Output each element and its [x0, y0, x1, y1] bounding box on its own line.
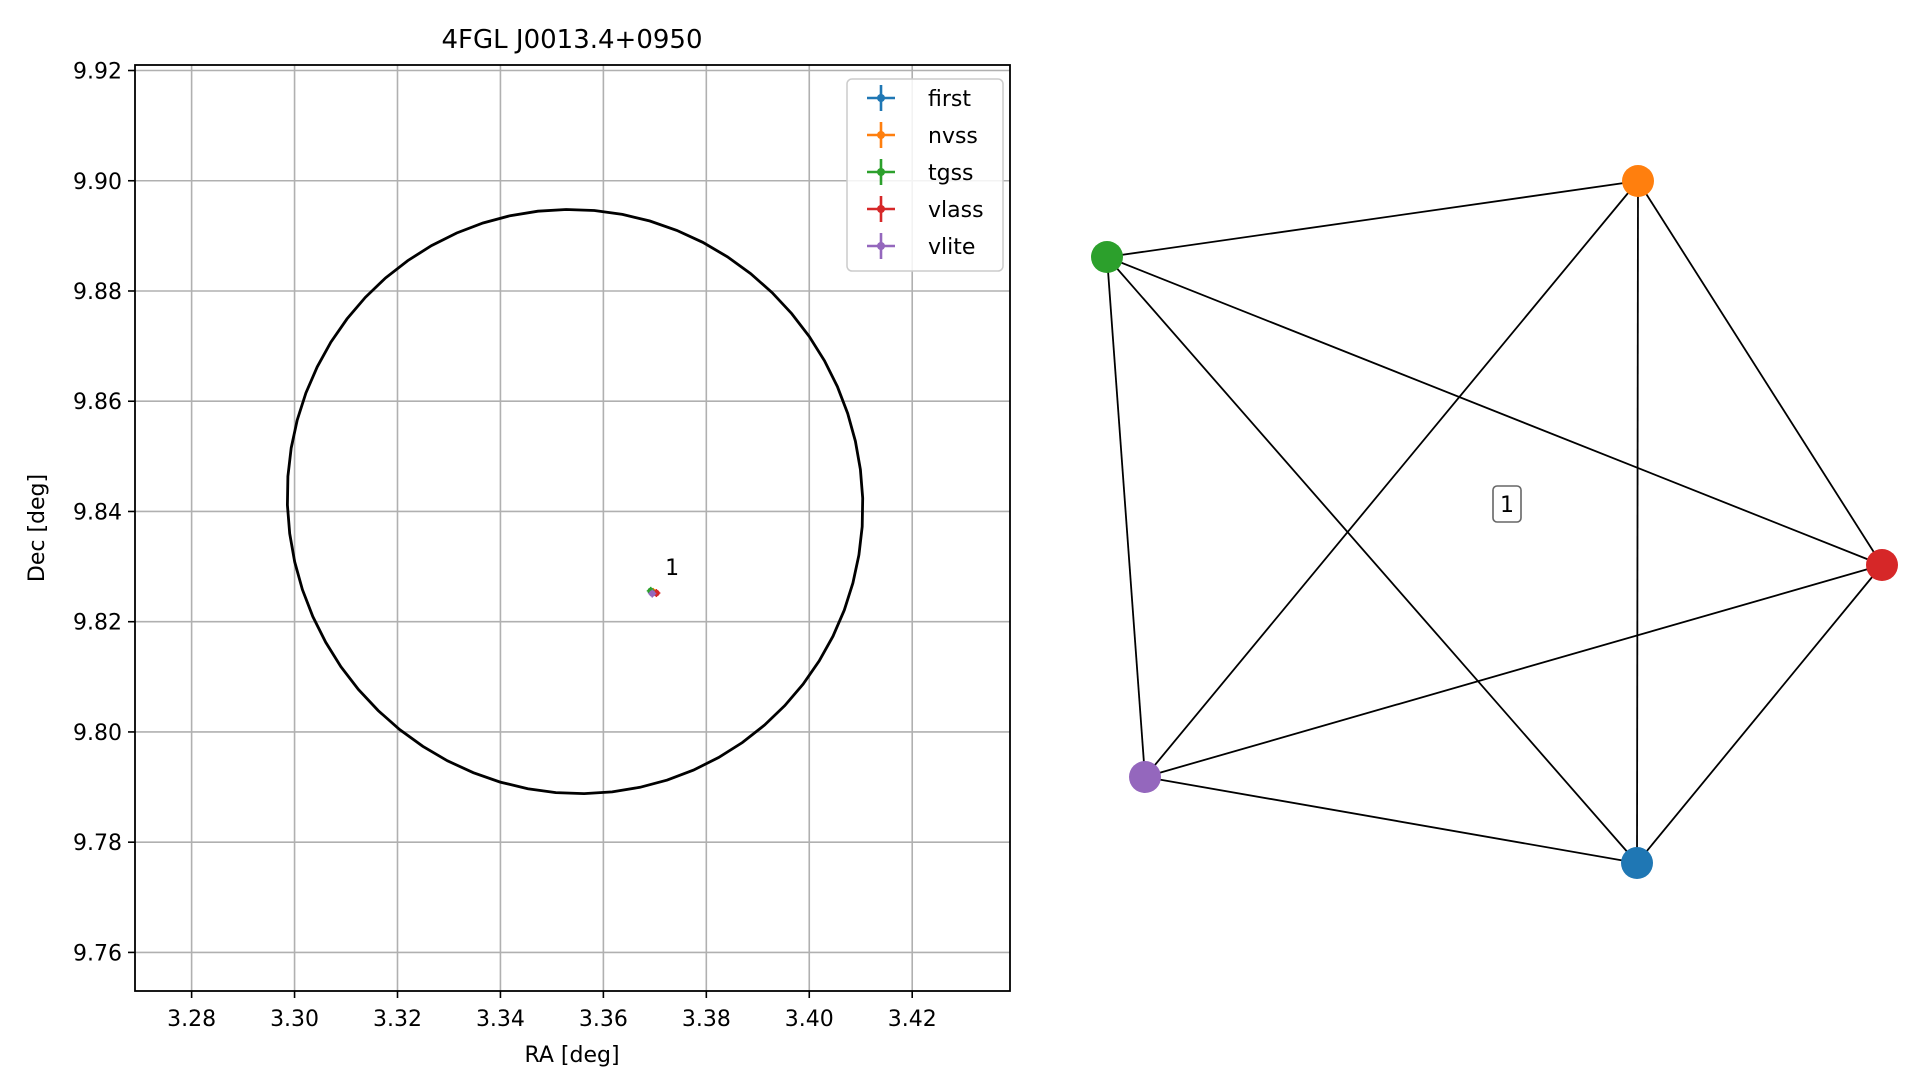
y-tick-label: 9.76	[73, 941, 122, 966]
network-edge-tgss-nvss	[1106, 180, 1639, 258]
x-axis-ticks: 3.28 3.30 3.32 3.34 3.36 3.38 3.40 3.42	[167, 991, 937, 1032]
network-edges	[1106, 180, 1883, 864]
match-network-graph: 1	[1091, 165, 1898, 879]
y-tick-label: 9.84	[73, 500, 122, 525]
legend-marker-dot	[877, 94, 885, 102]
localization-ellipse-layer	[285, 208, 865, 796]
x-tick-label: 3.42	[888, 1007, 937, 1032]
network-edge-nvss-first	[1636, 180, 1639, 864]
network-node-vlass	[1866, 549, 1898, 581]
y-tick-label: 9.88	[73, 280, 122, 305]
y-tick-label: 9.90	[73, 170, 122, 195]
legend-marker-dot	[877, 131, 885, 139]
y-tick-label: 9.92	[73, 60, 122, 85]
network-edge-vlite-first	[1144, 776, 1638, 864]
plot-title: 4FGL J0013.4+0950	[442, 25, 703, 55]
legend-label: nvss	[928, 124, 978, 149]
legend-marker-dot	[877, 242, 885, 250]
legend-label: tgss	[928, 161, 974, 186]
network-nodes	[1091, 165, 1898, 879]
plot-frame	[134, 64, 1011, 992]
legend-entry-nvss: nvss	[867, 122, 978, 149]
network-node-tgss	[1091, 241, 1123, 273]
x-tick-label: 3.32	[373, 1007, 422, 1032]
network-edge-nvss-vlass	[1637, 180, 1883, 566]
y-tick-label: 9.82	[73, 611, 122, 636]
network-edge-vlass-vlite	[1144, 564, 1883, 778]
x-axis-label: RA [deg]	[524, 1043, 619, 1068]
source-point-vlite	[648, 589, 657, 598]
network-label-frame	[1492, 485, 1522, 523]
point-annotation: 1	[665, 556, 679, 581]
source-points-layer: 1	[646, 556, 679, 598]
legend-entry-first: first	[867, 85, 971, 112]
localization-ellipse	[285, 208, 865, 796]
legend-entry-vlass: vlass	[867, 196, 984, 223]
network-node-nvss	[1622, 165, 1654, 197]
grid	[135, 65, 1010, 991]
x-tick-label: 3.40	[785, 1007, 834, 1032]
network-edge-tgss-vlite	[1106, 256, 1146, 778]
network-node-vlite	[1129, 761, 1161, 793]
legend-marker-dot	[877, 168, 885, 176]
network-label-box: 1	[1492, 485, 1522, 523]
legend-label: vlass	[928, 198, 984, 223]
network-edge-tgss-vlass	[1106, 256, 1883, 566]
y-axis-label: Dec [deg]	[25, 474, 50, 582]
x-tick-label: 3.30	[270, 1007, 319, 1032]
x-tick-label: 3.36	[579, 1007, 628, 1032]
x-tick-label: 3.28	[167, 1007, 216, 1032]
legend-label: first	[928, 87, 971, 112]
y-tick-label: 9.80	[73, 721, 122, 746]
y-tick-label: 9.78	[73, 831, 122, 856]
network-edge-nvss-vlite	[1144, 180, 1639, 778]
legend-box	[846, 78, 1004, 272]
x-tick-label: 3.34	[476, 1007, 525, 1032]
network-label: 1	[1500, 493, 1514, 518]
network-node-first	[1621, 847, 1653, 879]
y-axis-ticks: 9.76 9.78 9.80 9.82 9.84 9.86 9.88 9.90 9.92	[73, 60, 135, 966]
legend-entry-vlite: vlite	[867, 233, 975, 260]
legend: first nvss tgss vlass vlite	[846, 78, 1004, 272]
x-tick-label: 3.38	[682, 1007, 731, 1032]
legend-marker-dot	[877, 205, 885, 213]
legend-entry-tgss: tgss	[867, 159, 974, 186]
legend-label: vlite	[928, 235, 975, 260]
network-edge-tgss-first	[1106, 256, 1638, 864]
y-tick-label: 9.86	[73, 390, 122, 415]
sky-position-plot: 4FGL J0013.4+0950 1 3.28 3.30 3.32 3.34 3.36…	[25, 25, 1011, 1068]
network-edge-vlass-first	[1636, 564, 1883, 864]
